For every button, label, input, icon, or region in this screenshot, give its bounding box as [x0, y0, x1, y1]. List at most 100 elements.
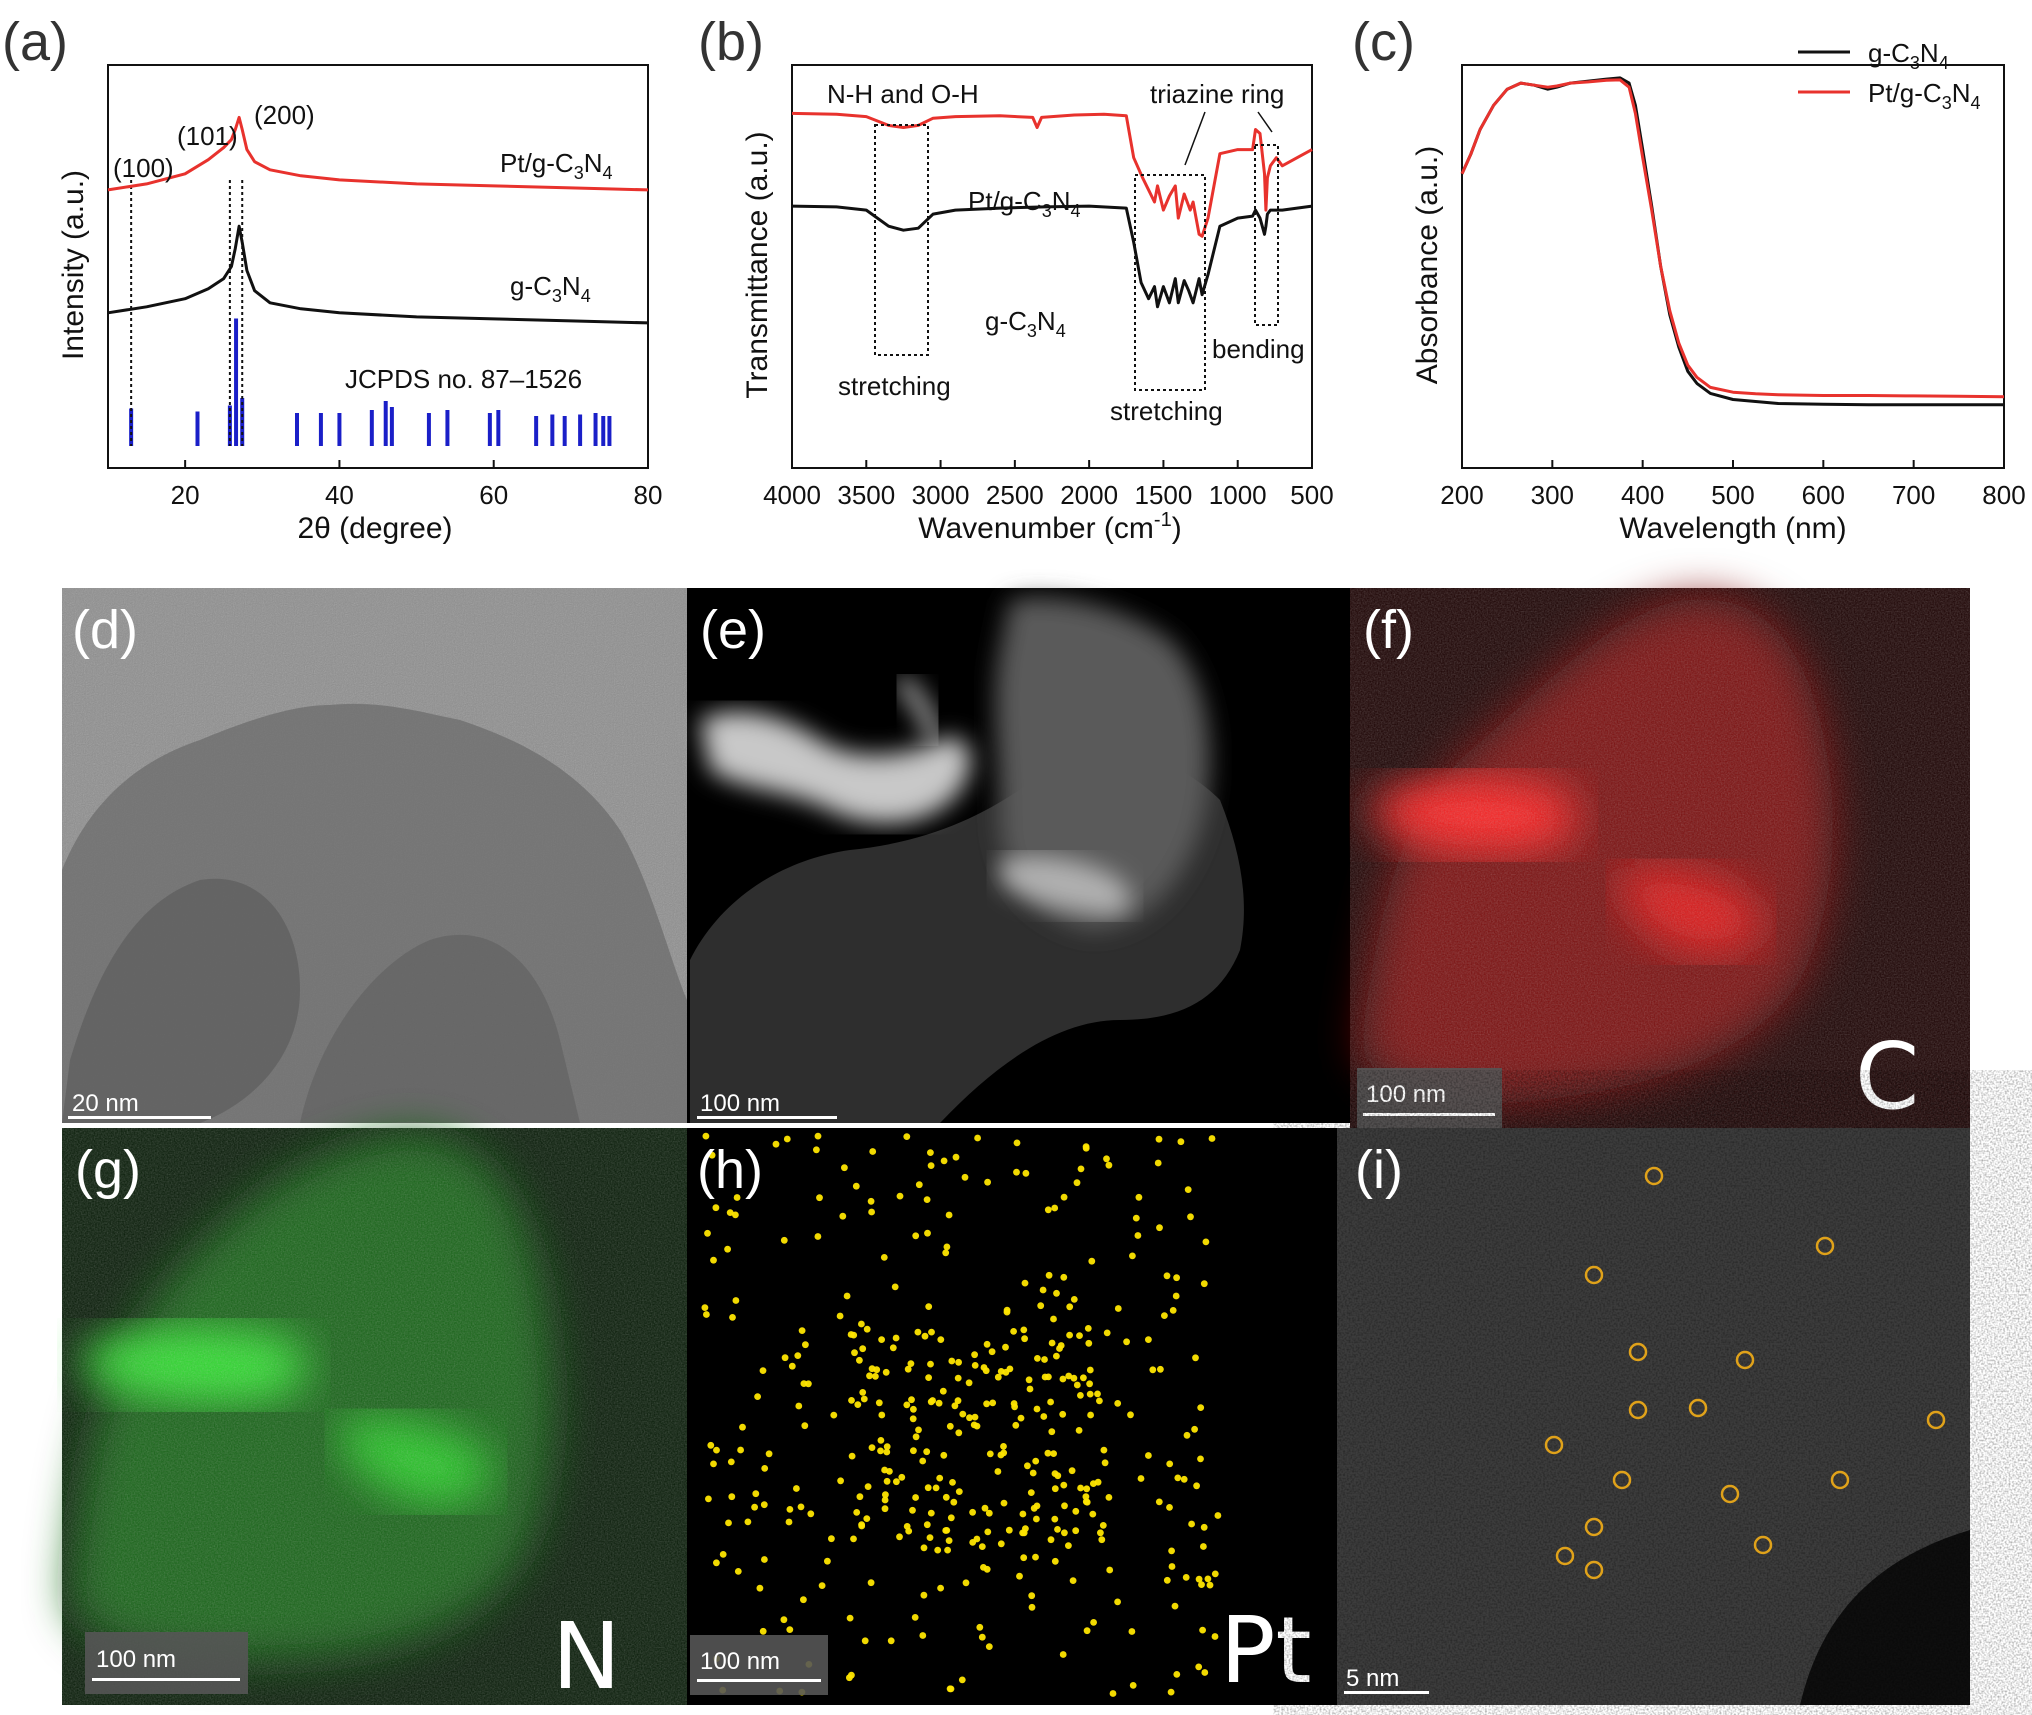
pt-dot [1040, 1413, 1048, 1420]
pt-dot [915, 1181, 923, 1189]
pt-dot [1045, 1373, 1052, 1381]
pt-dot [1050, 1450, 1057, 1457]
pt-dot [939, 1387, 947, 1395]
pt-dot [1072, 1507, 1080, 1515]
pt-dot [914, 1328, 922, 1336]
pt-dot [980, 1364, 988, 1371]
pt-dot [1114, 1598, 1121, 1606]
x-ticks-a: 20 40 60 80 [171, 460, 663, 510]
pt-dot [1200, 1523, 1208, 1531]
panel-e-haadf-image: (e) 100 nm [687, 588, 1350, 1123]
x-tick-label: 2000 [1060, 480, 1118, 510]
pt-dot [988, 1348, 996, 1356]
pt-dot [882, 1368, 890, 1376]
pt-dot [734, 1568, 742, 1575]
pt-dot [1028, 1603, 1036, 1611]
pt-dot [1214, 1512, 1222, 1519]
pt-dot [813, 1146, 820, 1154]
pt-dot [1025, 1376, 1033, 1384]
pt-dot [1168, 1547, 1175, 1555]
atom-marker-circle [1584, 1517, 1604, 1537]
scalebar-i [1344, 1691, 1429, 1694]
pt-dot [786, 1626, 794, 1633]
pt-dot [950, 1498, 958, 1506]
pt-dot [1059, 1375, 1067, 1383]
pt-dot [868, 1444, 876, 1451]
pt-dot [934, 1546, 942, 1554]
pt-dot [733, 1194, 741, 1201]
panel-label-i: (i) [1355, 1140, 1403, 1200]
pt-dot [852, 1182, 860, 1190]
pt-dot [1167, 1688, 1175, 1696]
pt-dot [896, 1533, 903, 1541]
pt-dot [1114, 1400, 1122, 1407]
pt-dot [909, 1506, 916, 1514]
annotation-stretching-1: stretching [838, 371, 951, 401]
pt-dot [1072, 1527, 1080, 1535]
pt-dot [704, 1229, 711, 1237]
pt-dot [781, 1354, 789, 1362]
pt-dot [925, 1303, 933, 1310]
pt-dot [1182, 1574, 1190, 1581]
pt-dot [828, 1535, 835, 1543]
pt-dot [910, 1405, 917, 1413]
pt-dot [728, 1493, 736, 1501]
panel-i-haadf-atomic-image: (i) 5 nm [1337, 1128, 1970, 1705]
peak-guide-lines [130, 180, 244, 446]
pt-dot [919, 1632, 927, 1639]
pt-dot [1028, 1592, 1036, 1600]
pt-dot [837, 1477, 844, 1485]
pt-dot [940, 1157, 948, 1165]
x-tick-label: 400 [1621, 480, 1664, 510]
plot-frame-a [107, 64, 649, 469]
pt-dot [859, 1389, 867, 1396]
pt-dot [1084, 1325, 1092, 1332]
pt-dot [1169, 1307, 1177, 1314]
pt-dot [818, 1582, 826, 1589]
pt-dot [1149, 1366, 1157, 1374]
pt-dot [727, 1458, 735, 1466]
pt-dot [882, 1491, 889, 1499]
pt-dot [712, 1204, 720, 1212]
x-tick-label: 4000 [763, 480, 821, 510]
pt-dot [848, 1397, 855, 1404]
pt-dot [1070, 1374, 1078, 1382]
pt-dot [1051, 1485, 1059, 1493]
pt-dot [1056, 1345, 1063, 1352]
pt-dot [881, 1505, 889, 1513]
pt-dot [1127, 1411, 1134, 1419]
series-label-gc3n4-b: g-C3N4 [985, 306, 1066, 341]
pt-dot [836, 1312, 844, 1320]
pt-dot [1155, 1135, 1163, 1143]
pt-dot [927, 1149, 934, 1156]
y-axis-label-c: Absorbance (a.u.) [1411, 146, 1444, 384]
pt-dot [883, 1448, 891, 1456]
pt-dot [943, 1527, 951, 1534]
peak-label-100: (100) [113, 153, 174, 183]
pt-dot [969, 1539, 977, 1546]
pt-dot [1089, 1510, 1097, 1518]
pt-dot [1076, 1332, 1083, 1339]
pt-dot [1211, 1570, 1219, 1578]
pt-dot [1157, 1365, 1164, 1373]
pt-dot [924, 1484, 932, 1492]
pt-dot [1106, 1566, 1114, 1574]
pt-dot [1128, 1628, 1136, 1635]
pt-dot [1039, 1286, 1047, 1294]
pt-dot [850, 1535, 857, 1543]
pt-dot [881, 1496, 889, 1504]
pt-dot [780, 1616, 788, 1624]
pt-dot [1168, 1563, 1176, 1570]
pt-dot [760, 1501, 768, 1509]
pt-dot [880, 1254, 888, 1261]
x-tick-label: 80 [634, 480, 663, 510]
pt-dot [707, 1441, 715, 1449]
x-tick-label: 500 [1290, 480, 1333, 510]
pt-dot [911, 1614, 919, 1621]
pt-dot [754, 1393, 761, 1400]
series-group-b [791, 111, 1313, 309]
pt-dot [1066, 1331, 1073, 1339]
pt-dot [1051, 1204, 1059, 1212]
pt-dot [860, 1395, 868, 1403]
pt-dot [1024, 1462, 1031, 1470]
